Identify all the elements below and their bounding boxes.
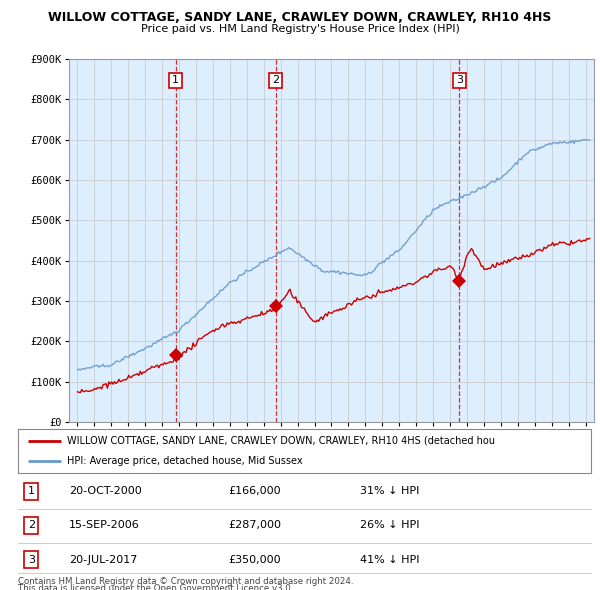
Text: 15-SEP-2006: 15-SEP-2006 [69, 520, 140, 530]
Text: 20-JUL-2017: 20-JUL-2017 [69, 555, 137, 565]
Text: 2: 2 [28, 520, 35, 530]
Text: £350,000: £350,000 [228, 555, 281, 565]
Text: 2: 2 [272, 76, 279, 86]
Text: 26% ↓ HPI: 26% ↓ HPI [360, 520, 419, 530]
Text: WILLOW COTTAGE, SANDY LANE, CRAWLEY DOWN, CRAWLEY, RH10 4HS (detached hou: WILLOW COTTAGE, SANDY LANE, CRAWLEY DOWN… [67, 436, 495, 446]
Text: 3: 3 [28, 555, 35, 565]
Text: 3: 3 [456, 76, 463, 86]
Text: This data is licensed under the Open Government Licence v3.0.: This data is licensed under the Open Gov… [18, 584, 293, 590]
Text: 1: 1 [28, 486, 35, 496]
Text: £287,000: £287,000 [228, 520, 281, 530]
Text: Price paid vs. HM Land Registry's House Price Index (HPI): Price paid vs. HM Land Registry's House … [140, 24, 460, 34]
Text: 31% ↓ HPI: 31% ↓ HPI [360, 486, 419, 496]
Text: 41% ↓ HPI: 41% ↓ HPI [360, 555, 419, 565]
Text: Contains HM Land Registry data © Crown copyright and database right 2024.: Contains HM Land Registry data © Crown c… [18, 577, 353, 586]
Text: £166,000: £166,000 [228, 486, 281, 496]
Text: 20-OCT-2000: 20-OCT-2000 [69, 486, 142, 496]
Text: WILLOW COTTAGE, SANDY LANE, CRAWLEY DOWN, CRAWLEY, RH10 4HS: WILLOW COTTAGE, SANDY LANE, CRAWLEY DOWN… [49, 11, 551, 24]
Text: 1: 1 [172, 76, 179, 86]
Text: HPI: Average price, detached house, Mid Sussex: HPI: Average price, detached house, Mid … [67, 456, 302, 466]
